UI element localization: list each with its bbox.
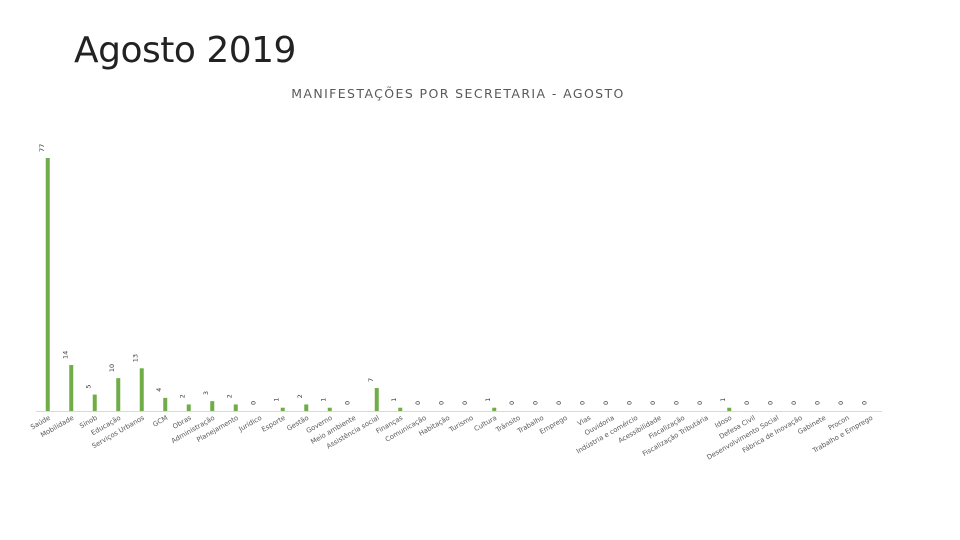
- bar: [186, 404, 191, 411]
- data-label: 0: [625, 401, 633, 405]
- data-label: 1: [390, 398, 398, 402]
- data-label: 0: [837, 401, 845, 405]
- data-label: 0: [343, 401, 351, 405]
- bar: [727, 407, 732, 411]
- data-label: 14: [61, 351, 69, 359]
- category-label: Jurídico: [237, 414, 264, 434]
- bar: [374, 388, 379, 411]
- bar: [327, 407, 332, 411]
- data-label: 2: [296, 394, 304, 398]
- bar: [69, 365, 74, 411]
- chart-title: MANIFESTAÇÕES POR SECRETARIA - AGOSTO: [291, 86, 625, 101]
- bar: [163, 397, 168, 411]
- data-label: 0: [860, 401, 868, 405]
- bar: [492, 407, 497, 411]
- data-label: 3: [202, 391, 210, 395]
- data-label: 10: [108, 364, 116, 372]
- bar: [210, 401, 215, 411]
- data-label: 0: [531, 401, 539, 405]
- data-label: 1: [484, 398, 492, 402]
- data-label: 0: [602, 401, 610, 405]
- category-label: Cultura: [473, 414, 499, 433]
- bar: [92, 394, 97, 411]
- data-label: 2: [226, 394, 234, 398]
- data-label: 0: [813, 401, 821, 405]
- data-label: 0: [414, 401, 422, 405]
- data-label: 0: [766, 401, 774, 405]
- data-label: 0: [437, 401, 445, 405]
- data-label: 77: [38, 144, 46, 152]
- bar: [233, 404, 238, 411]
- bar: [280, 407, 285, 411]
- data-label: 0: [508, 401, 516, 405]
- data-label: 0: [555, 401, 563, 405]
- bar: [116, 378, 121, 411]
- data-label: 1: [719, 398, 727, 402]
- data-label: 13: [132, 354, 140, 362]
- category-label: GCM: [151, 414, 169, 429]
- category-label: Turismo: [447, 414, 475, 435]
- data-label: 1: [320, 398, 328, 402]
- data-label: 7: [367, 378, 375, 382]
- bar: [45, 158, 50, 411]
- data-label: 0: [461, 401, 469, 405]
- data-label: 0: [249, 401, 257, 405]
- data-label: 5: [85, 384, 93, 388]
- data-label: 0: [578, 401, 586, 405]
- category-label: Esporte: [260, 414, 286, 434]
- data-label: 0: [696, 401, 704, 405]
- data-label: 1: [273, 398, 281, 402]
- data-label: 0: [649, 401, 657, 405]
- bar: [139, 368, 144, 411]
- data-label: 0: [790, 401, 798, 405]
- slide-title: Agosto 2019: [74, 30, 296, 71]
- data-label: 4: [155, 388, 163, 392]
- data-label: 0: [672, 401, 680, 405]
- bar: [398, 407, 403, 411]
- data-label: 2: [179, 394, 187, 398]
- data-label: 0: [743, 401, 751, 405]
- bar: [304, 404, 309, 411]
